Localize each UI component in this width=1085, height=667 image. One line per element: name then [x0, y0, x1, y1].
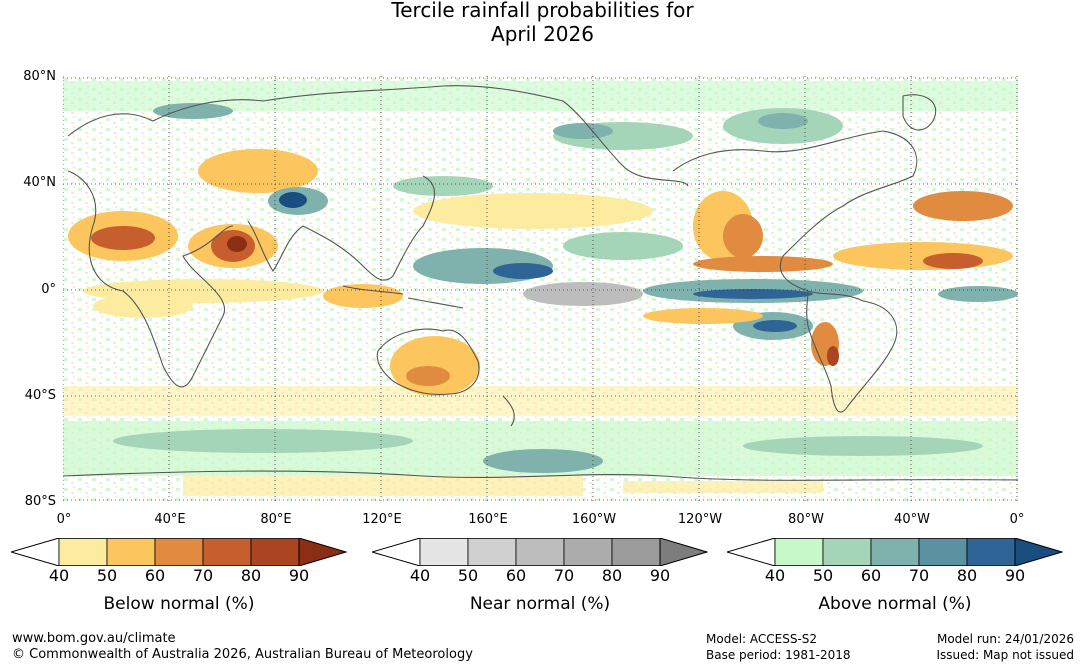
footer-copyright: © Commonwealth of Australia 2026, Austra… [12, 647, 473, 662]
graticule [63, 76, 1018, 502]
footer-url[interactable]: www.bom.gov.au/climate [12, 631, 176, 646]
near-normal-swatch-50 [467, 538, 517, 566]
below-normal-colorbar-svg [9, 537, 348, 567]
above-normal-swatch-70 [918, 538, 968, 566]
rainfall-probability-map [63, 76, 1018, 502]
near-normal-tick-label: 80 [601, 566, 623, 585]
footer-model-run: Model run: 24/01/2026 [936, 632, 1074, 646]
lon-label-80e: 80°E [260, 512, 292, 527]
below-normal-swatch-80 [250, 538, 300, 566]
lon-label-40w: 40°W [894, 512, 930, 527]
below-normal-tick-label: 80 [240, 566, 262, 585]
near-normal-tick-label: 70 [553, 566, 575, 585]
above-normal-tick-label: 90 [1004, 566, 1026, 585]
near-normal-tick-label: 50 [457, 566, 479, 585]
lon-label-40e: 40°E [154, 512, 186, 527]
above-normal-swatch-60 [870, 538, 920, 566]
near-normal-swatch-60 [515, 538, 565, 566]
above-normal-colorbar-svg [725, 537, 1064, 567]
lon-label-160e: 160°E [468, 512, 508, 527]
lat-label-80n: 80°N [23, 69, 56, 84]
near-normal-low-arrow [370, 537, 421, 567]
lon-label-0: 0° [56, 512, 72, 527]
above-normal-low-arrow [725, 537, 776, 567]
above-normal-tick-label: 60 [860, 566, 882, 585]
lon-label-120w: 120°W [677, 512, 723, 527]
below-normal-colorbar: 40 50 60 70 80 90 [9, 537, 348, 585]
near-normal-high-arrow [659, 537, 709, 567]
probability-shading [63, 81, 1018, 496]
lat-label-80s: 80°S [24, 494, 56, 509]
near-normal-swatch-40 [419, 538, 469, 566]
above-normal-tick-label: 40 [764, 566, 786, 585]
above-normal-title: Above normal (%) [818, 594, 972, 614]
below-normal-high-arrow [298, 537, 348, 567]
near-normal-swatch-70 [563, 538, 613, 566]
above-normal-colorbar: 40 50 60 70 80 90 [725, 537, 1064, 585]
title-line-1: Tercile rainfall probabilities for [391, 0, 694, 22]
footer-base-period: Base period: 1981-2018 [706, 648, 851, 662]
lat-label-equator: 0° [41, 282, 56, 297]
below-normal-title: Below normal (%) [103, 594, 255, 614]
below-normal-tick-label: 70 [192, 566, 214, 585]
lon-label-0-east: 0° [1009, 512, 1025, 527]
below-normal-tick-label: 40 [48, 566, 70, 585]
above-normal-tick-label: 50 [812, 566, 834, 585]
near-normal-tick-label: 60 [505, 566, 527, 585]
below-normal-swatch-50 [106, 538, 156, 566]
below-normal-swatch-70 [202, 538, 252, 566]
below-normal-tick-label: 60 [144, 566, 166, 585]
above-normal-swatch-80 [966, 538, 1016, 566]
near-normal-tick-label: 90 [649, 566, 671, 585]
map-title: Tercile rainfall probabilities for April… [0, 0, 1085, 46]
near-normal-swatch-80 [611, 538, 661, 566]
lat-label-40s: 40°S [24, 388, 56, 403]
below-normal-tick-label: 90 [288, 566, 310, 585]
lon-label-120e: 120°E [362, 512, 402, 527]
lon-label-160w: 160°W [571, 512, 617, 527]
above-normal-tick-label: 80 [956, 566, 978, 585]
below-normal-tick-label: 50 [96, 566, 118, 585]
map-svg [63, 76, 1018, 502]
footer-issued: Issued: Map not issued [936, 648, 1074, 662]
above-normal-swatch-50 [822, 538, 872, 566]
below-normal-swatch-60 [154, 538, 204, 566]
lat-label-40n: 40°N [23, 175, 56, 190]
above-normal-swatch-40 [774, 538, 824, 566]
near-normal-colorbar-svg [370, 537, 709, 567]
above-normal-tick-label: 70 [908, 566, 930, 585]
below-normal-swatch-40 [58, 538, 108, 566]
lon-label-80w: 80°W [788, 512, 824, 527]
near-normal-title: Near normal (%) [469, 594, 611, 614]
coastlines [63, 85, 1018, 481]
near-normal-colorbar: 40 50 60 70 80 90 [370, 537, 709, 585]
near-normal-tick-label: 40 [409, 566, 431, 585]
title-line-2: April 2026 [491, 22, 594, 46]
below-normal-low-arrow [9, 537, 60, 567]
above-normal-high-arrow [1014, 537, 1064, 567]
footer-model: Model: ACCESS-S2 [706, 632, 818, 646]
